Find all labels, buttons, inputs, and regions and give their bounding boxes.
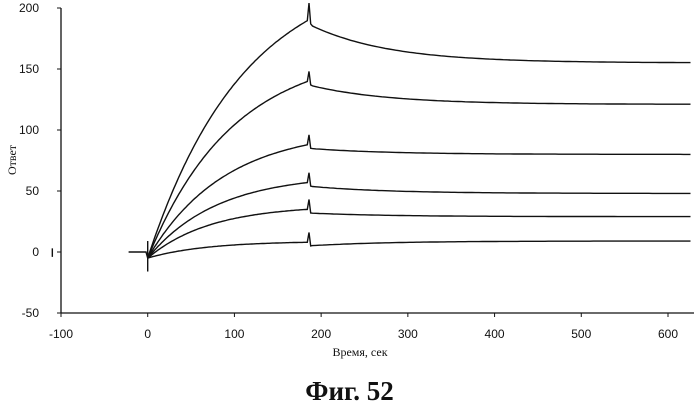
x-tick-label: 200 bbox=[311, 327, 331, 341]
x-tick-label: -100 bbox=[49, 327, 73, 341]
series-line bbox=[148, 71, 691, 258]
y-tick-label: -50 bbox=[22, 306, 40, 320]
x-tick-label: 100 bbox=[224, 327, 244, 341]
y-axis-title: Ответ bbox=[5, 144, 19, 175]
figure-caption: Фиг. 52 bbox=[0, 376, 699, 407]
x-tick-label: 600 bbox=[658, 327, 678, 341]
x-tick-label: 500 bbox=[571, 327, 591, 341]
series-line bbox=[148, 135, 691, 258]
y-tick-label: 100 bbox=[19, 123, 39, 137]
axes bbox=[57, 8, 694, 317]
series-line bbox=[129, 233, 691, 259]
x-tick-label: 300 bbox=[398, 327, 418, 341]
y-tick-label: 0 bbox=[32, 245, 39, 259]
y-tick-label: 150 bbox=[19, 62, 39, 76]
x-tick-label: 400 bbox=[485, 327, 505, 341]
y-tick-label: 200 bbox=[19, 1, 39, 15]
series-layer bbox=[52, 3, 690, 271]
x-tick-label: 0 bbox=[144, 327, 151, 341]
series-line bbox=[148, 200, 691, 259]
y-tick-label: 50 bbox=[26, 184, 40, 198]
x-axis-title: Время, сек bbox=[332, 345, 387, 359]
tick-labels: -100 0 100 200 300 400 500 600 -50 0 50 100 150 200 bbox=[19, 1, 678, 341]
